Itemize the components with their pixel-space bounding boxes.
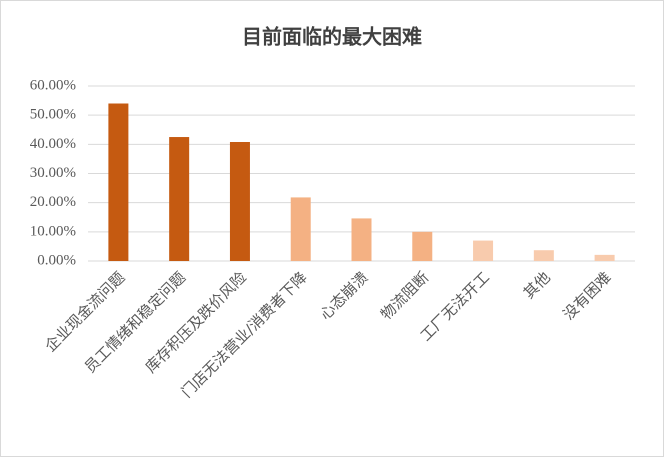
y-tick-label: 30.00%	[30, 165, 76, 181]
bar	[351, 218, 372, 261]
bar	[594, 254, 615, 261]
bar	[229, 142, 250, 261]
y-tick-label: 60.00%	[30, 77, 76, 93]
y-tick-label: 10.00%	[30, 223, 76, 239]
y-tick-label: 0.00%	[37, 252, 76, 268]
bar	[533, 250, 554, 261]
bar	[412, 231, 433, 261]
y-tick-label: 40.00%	[30, 136, 76, 152]
y-tick-label: 50.00%	[30, 107, 76, 123]
y-tick-label: 20.00%	[30, 194, 76, 210]
bar	[290, 197, 311, 261]
chart-title: 目前面临的最大困难	[242, 25, 422, 49]
bar	[473, 240, 494, 261]
bar	[169, 137, 190, 261]
bar	[108, 103, 129, 261]
